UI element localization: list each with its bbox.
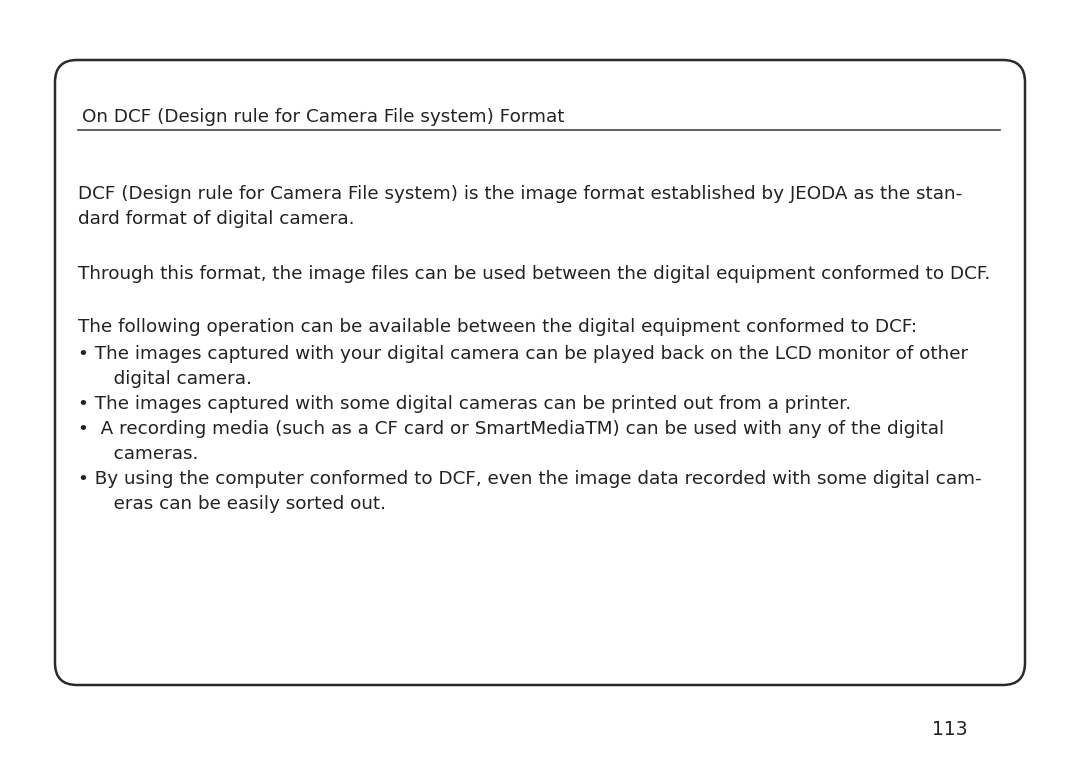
- Text: • The images captured with your digital camera can be played back on the LCD mon: • The images captured with your digital …: [78, 345, 968, 363]
- Text: cameras.: cameras.: [96, 445, 199, 463]
- Text: Through this format, the image files can be used between the digital equipment c: Through this format, the image files can…: [78, 265, 990, 283]
- Text: •  A recording media (such as a CF card or SmartMediaTM) can be used with any of: • A recording media (such as a CF card o…: [78, 420, 944, 438]
- FancyBboxPatch shape: [55, 60, 1025, 685]
- Text: • The images captured with some digital cameras can be printed out from a printe: • The images captured with some digital …: [78, 395, 851, 413]
- Text: eras can be easily sorted out.: eras can be easily sorted out.: [96, 495, 386, 513]
- Text: • By using the computer conformed to DCF, even the image data recorded with some: • By using the computer conformed to DCF…: [78, 470, 982, 488]
- Text: 113: 113: [932, 720, 968, 739]
- Text: The following operation can be available between the digital equipment conformed: The following operation can be available…: [78, 318, 917, 336]
- Text: On DCF (Design rule for Camera File system) Format: On DCF (Design rule for Camera File syst…: [82, 108, 565, 126]
- Text: DCF (Design rule for Camera File system) is the image format established by JEOD: DCF (Design rule for Camera File system)…: [78, 185, 962, 203]
- Text: dard format of digital camera.: dard format of digital camera.: [78, 210, 354, 228]
- Text: digital camera.: digital camera.: [96, 370, 252, 388]
